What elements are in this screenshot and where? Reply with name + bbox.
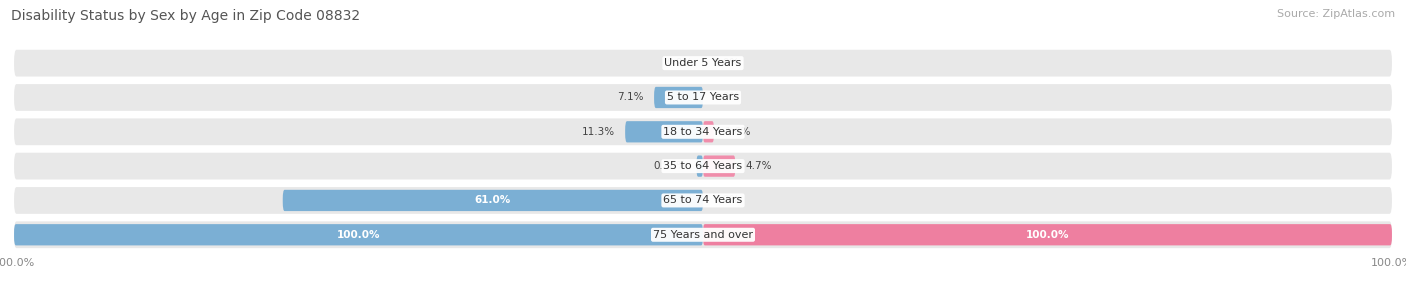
Text: Under 5 Years: Under 5 Years [665, 58, 741, 68]
FancyBboxPatch shape [14, 221, 1392, 248]
Text: 5 to 17 Years: 5 to 17 Years [666, 92, 740, 102]
Text: 75 Years and over: 75 Years and over [652, 230, 754, 240]
FancyBboxPatch shape [14, 224, 703, 245]
FancyBboxPatch shape [696, 155, 703, 177]
Text: 4.7%: 4.7% [745, 161, 772, 171]
FancyBboxPatch shape [654, 87, 703, 108]
FancyBboxPatch shape [14, 50, 1392, 77]
Text: 65 to 74 Years: 65 to 74 Years [664, 195, 742, 206]
Text: 0.0%: 0.0% [713, 58, 740, 68]
FancyBboxPatch shape [14, 187, 1392, 214]
Text: 18 to 34 Years: 18 to 34 Years [664, 127, 742, 137]
FancyBboxPatch shape [283, 190, 703, 211]
FancyBboxPatch shape [14, 119, 1392, 145]
FancyBboxPatch shape [14, 84, 1392, 111]
Text: 11.3%: 11.3% [582, 127, 614, 137]
FancyBboxPatch shape [703, 155, 735, 177]
Text: Disability Status by Sex by Age in Zip Code 08832: Disability Status by Sex by Age in Zip C… [11, 9, 360, 23]
Text: 100.0%: 100.0% [1026, 230, 1069, 240]
Text: 0.0%: 0.0% [666, 58, 693, 68]
FancyBboxPatch shape [703, 224, 1392, 245]
Text: 0.96%: 0.96% [652, 161, 686, 171]
FancyBboxPatch shape [703, 121, 714, 143]
FancyBboxPatch shape [626, 121, 703, 143]
Text: 1.6%: 1.6% [724, 127, 751, 137]
Text: 0.0%: 0.0% [713, 92, 740, 102]
Text: Source: ZipAtlas.com: Source: ZipAtlas.com [1277, 9, 1395, 19]
Text: 0.0%: 0.0% [713, 195, 740, 206]
Text: 61.0%: 61.0% [475, 195, 510, 206]
Text: 7.1%: 7.1% [617, 92, 644, 102]
Text: 100.0%: 100.0% [337, 230, 380, 240]
FancyBboxPatch shape [14, 153, 1392, 179]
Text: 35 to 64 Years: 35 to 64 Years [664, 161, 742, 171]
